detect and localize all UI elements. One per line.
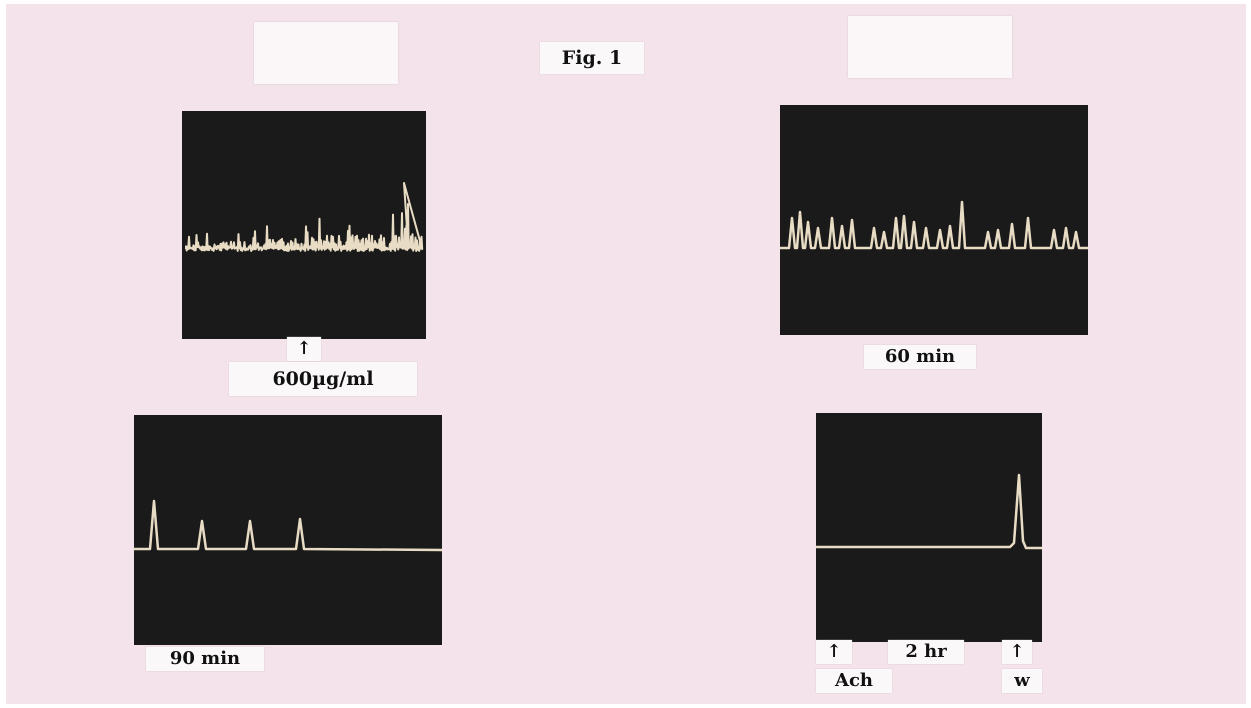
time-label-2hr: 2 hr (888, 640, 964, 664)
figure-sheet: Fig. 1 ↑ 600µg/ml 60 min 90 min ↑ 2 hr ↑… (6, 4, 1246, 704)
blank-label-left (254, 22, 398, 84)
dose-label: 600µg/ml (229, 362, 417, 396)
trace-line-4 (816, 473, 1042, 550)
ach-label: Ach (816, 669, 892, 693)
washout-arrow: ↑ (1002, 640, 1032, 664)
trace-line-1 (185, 182, 424, 252)
time-label-60: 60 min (864, 345, 976, 369)
trace-panel-3 (134, 415, 442, 645)
stimulus-arrow-1: ↑ (287, 337, 321, 361)
trace-line-3 (134, 499, 442, 552)
trace-panel-1 (182, 111, 426, 339)
figure-title: Fig. 1 (540, 42, 644, 74)
time-label-90: 90 min (146, 647, 264, 671)
ach-arrow: ↑ (816, 640, 852, 664)
trace-line-2 (780, 200, 1088, 250)
blank-label-right (848, 16, 1012, 78)
trace-panel-2 (780, 105, 1088, 335)
washout-label: w (1002, 669, 1042, 693)
trace-panel-4 (816, 413, 1042, 642)
